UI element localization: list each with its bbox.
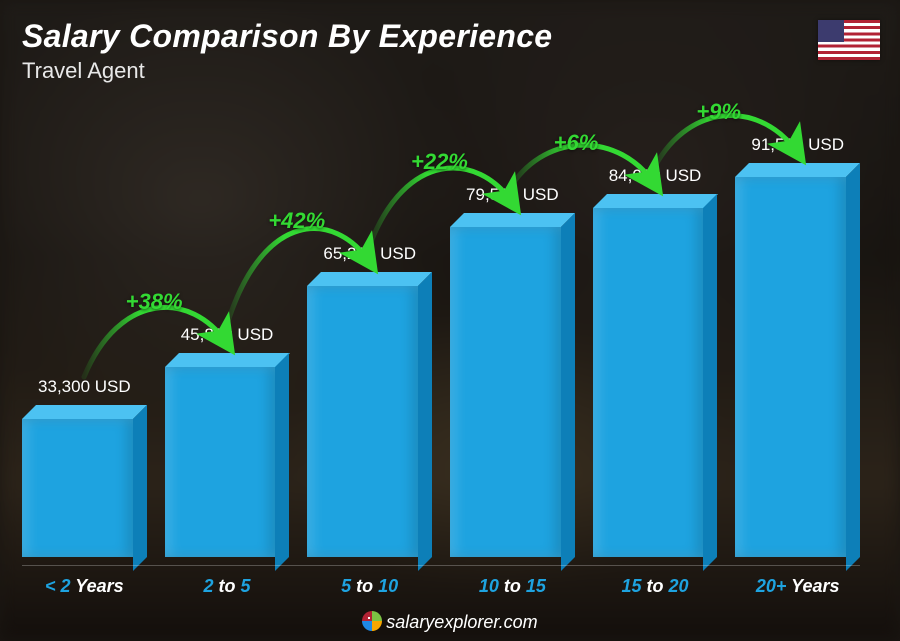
x-axis-label: 5 to 10 (307, 576, 432, 597)
bar: 33,300 USD (22, 405, 147, 557)
x-axis-label: < 2 Years (22, 576, 147, 597)
x-axis-label: 2 to 5 (165, 576, 290, 597)
bar: 65,200 USD (307, 272, 432, 557)
site-name: salaryexplorer.com (386, 612, 537, 632)
x-axis: < 2 Years 2 to 5 5 to 10 10 to 15 15 to 20 20… (22, 565, 860, 597)
us-flag-icon (818, 20, 880, 60)
bar: 91,500 USD (735, 163, 860, 557)
x-axis-label: 15 to 20 (593, 576, 718, 597)
x-axis-label: 10 to 15 (450, 576, 575, 597)
logo-icon (362, 611, 382, 631)
bar: 79,500 USD (450, 213, 575, 557)
bar-value-label: 91,500 USD (710, 135, 885, 155)
bar-value-label: 45,800 USD (140, 325, 315, 345)
chart-subtitle: Travel Agent (22, 58, 145, 84)
bar-value-label: 84,000 USD (568, 166, 743, 186)
bar-value-label: 33,300 USD (0, 377, 172, 397)
x-axis-label: 20+ Years (735, 576, 860, 597)
bar: 45,800 USD (165, 353, 290, 557)
bar: 84,000 USD (593, 194, 718, 557)
bar-chart: 33,300 USD45,800 USD65,200 USD79,500 USD… (22, 100, 860, 557)
chart-container: Salary Comparison By Experience Travel A… (0, 0, 900, 641)
footer: salaryexplorer.com (0, 611, 900, 633)
bar-value-label: 65,200 USD (282, 244, 457, 264)
chart-title: Salary Comparison By Experience (22, 18, 552, 55)
bar-value-label: 79,500 USD (425, 185, 600, 205)
